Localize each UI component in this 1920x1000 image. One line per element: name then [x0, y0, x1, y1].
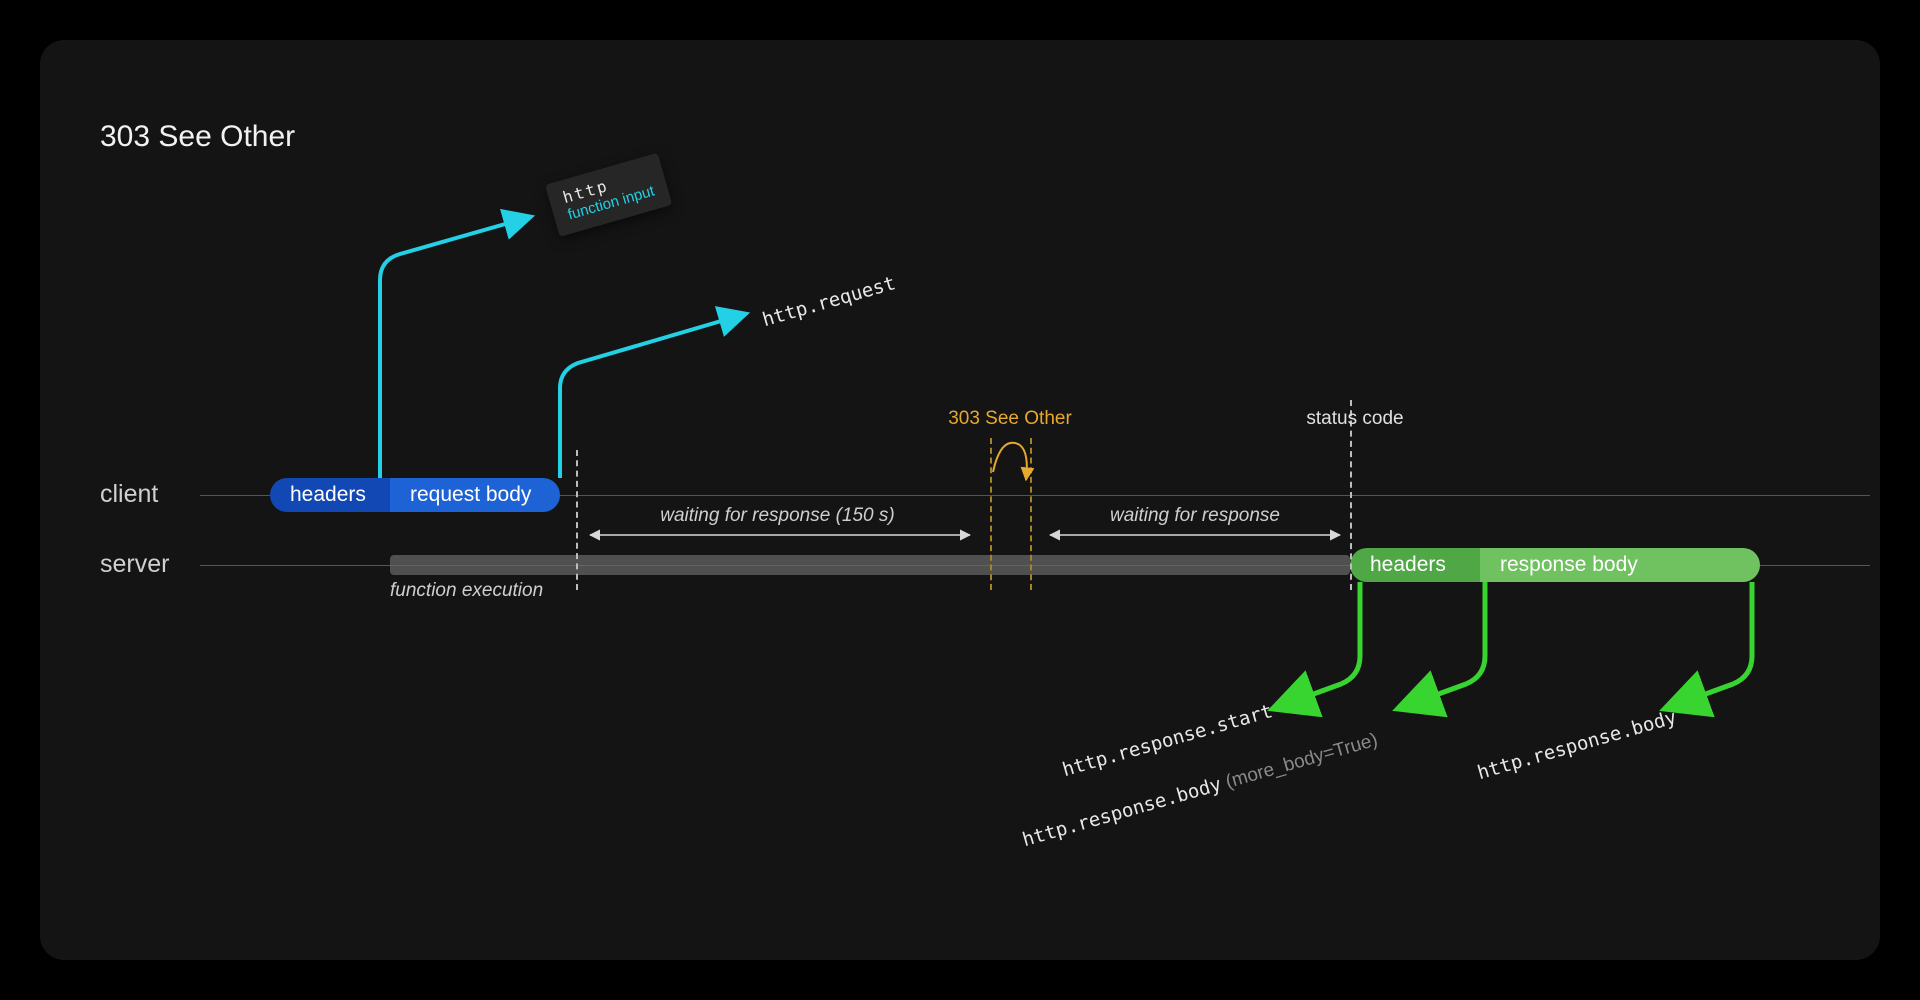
dash-redirect-right [1030, 438, 1032, 590]
request-body-segment: request body [390, 478, 560, 512]
arrow-green-response-body [1667, 582, 1752, 708]
diagram-panel: 303 See Other client server function exe… [40, 40, 1880, 960]
label-http-request: http.request [760, 272, 898, 331]
dash-redirect-left [990, 438, 992, 590]
request-headers-segment: headers [270, 478, 390, 512]
response-pill: headers response body [1350, 548, 1760, 582]
status-code-label: status code [1290, 408, 1420, 430]
dash-request-end [576, 450, 578, 590]
function-execution-bar [390, 555, 1350, 575]
arrow-cyan-to-http-request [560, 314, 745, 478]
lane-label-client: client [100, 480, 158, 509]
arrow-redirect [993, 443, 1027, 480]
redirect-label: 303 See Other [920, 408, 1100, 430]
lane-label-server: server [100, 550, 169, 579]
arrow-green-response-start [1275, 582, 1360, 708]
arrow-cyan-to-card [380, 217, 530, 478]
response-headers-segment: headers [1350, 548, 1480, 582]
request-pill: headers request body [270, 478, 560, 512]
label-response-body-more-suffix: (more_body=True) [1218, 729, 1380, 794]
diagram-title: 303 See Other [100, 120, 295, 154]
function-input-card: http function input [545, 153, 673, 237]
response-body-segment: response body [1480, 548, 1760, 582]
arrow-green-response-body-more [1400, 582, 1485, 708]
label-response-body-more-code: http.response.body [1020, 773, 1224, 851]
waiting-1-label: waiting for response (150 s) [580, 505, 975, 527]
label-response-body: http.response.body [1475, 706, 1679, 784]
waiting-2-label: waiting for response [1050, 505, 1340, 527]
label-response-body-more: http.response.body (more_body=True) [1020, 728, 1380, 852]
